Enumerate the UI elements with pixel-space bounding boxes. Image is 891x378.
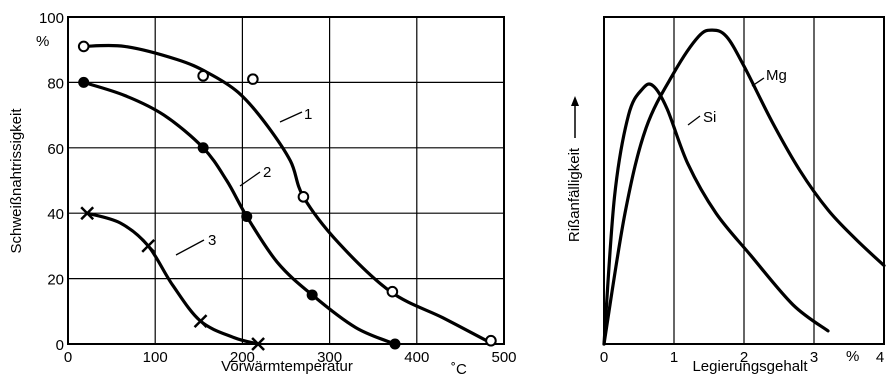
series-si-line (602, 82, 830, 346)
left-x-tick-label: 500 (491, 349, 516, 366)
left-y-tick-label: 40 (47, 206, 64, 223)
right-x-tick-label: 1 (670, 349, 678, 366)
left-x-tick-label: 100 (143, 349, 168, 366)
data-point-cross (193, 314, 208, 328)
curve-label-3: 3 (208, 232, 216, 249)
right-series-group (602, 28, 886, 346)
data-point-open-circle (77, 40, 90, 53)
left-curve-labels: 1 2 3 (175, 106, 312, 256)
curve-label-2: 2 (263, 164, 271, 181)
curve-label-1: 1 (304, 106, 312, 123)
data-point-cross (141, 239, 156, 253)
right-x-tick-label: 2 (740, 349, 748, 366)
right-curve-labels: Mg Si (687, 67, 787, 126)
series-mg-line (602, 28, 886, 346)
data-point-filled-circle (306, 289, 318, 301)
data-point-cross (80, 206, 95, 221)
left-y-tick-label: 80 (47, 75, 64, 92)
left-x-tick-label: 400 (404, 349, 429, 366)
right-x-tick-labels: 0 1 2 3 4 (600, 349, 884, 366)
right-y-axis-title-group: Rißanfälligkeit (566, 96, 583, 242)
right-y-axis-title: Rißanfälligkeit (566, 147, 583, 242)
left-x-tick-label: 0 (64, 349, 72, 366)
right-x-axis-title: Legierungsgehalt (692, 358, 808, 375)
right-y-axis-arrowhead (571, 96, 579, 106)
right-x-tick-label: 4 (876, 349, 884, 366)
series-2-line (82, 80, 397, 346)
data-point-filled-circle (241, 210, 253, 222)
left-x-tick-labels: 0 100 200 300 400 500 (64, 349, 517, 366)
left-y-tick-labels: 0 20 40 60 80 100 (39, 10, 64, 354)
data-point-open-circle (485, 334, 497, 347)
left-plot-frame (67, 16, 505, 345)
data-point-open-circle (297, 191, 310, 203)
right-plot-frame (603, 16, 885, 345)
data-point-filled-circle (197, 142, 209, 154)
data-point-open-circle (386, 285, 399, 298)
chart-left: 0 20 40 60 80 100 0 100 200 300 400 500 % ˚C Schwe… (8, 10, 517, 378)
chart-right: 0 1 2 3 4 % Legierungsgehalt Rißanfälligkeit… (566, 16, 886, 375)
left-grid (68, 17, 504, 344)
left-series-group (77, 40, 497, 351)
curve-label-mg: Mg (766, 67, 787, 84)
data-point-filled-circle (389, 338, 401, 350)
data-point-open-circle (197, 70, 209, 82)
right-x-tick-label: 0 (600, 349, 608, 366)
left-y-unit-label: % (36, 33, 49, 50)
curve-label-si: Si (703, 109, 716, 126)
left-y-tick-label: 100 (39, 10, 64, 27)
right-x-tick-label: 3 (810, 349, 818, 366)
left-x-tick-label: 200 (230, 349, 255, 366)
left-x-axis-title: Vorwärmtemperatur (221, 358, 353, 375)
series-3-line (85, 211, 260, 346)
left-x-tick-label: 300 (317, 349, 342, 366)
data-point-filled-circle (78, 76, 90, 88)
data-point-open-circle (247, 73, 259, 85)
data-point-cross (251, 337, 265, 351)
left-y-tick-label: 0 (56, 337, 64, 354)
right-x-unit-label: % (846, 348, 859, 365)
series-3 (80, 206, 265, 351)
left-y-tick-label: 60 (47, 141, 64, 158)
series-2 (78, 76, 401, 350)
left-y-axis-title: Schweißnahtrissigkeit (8, 108, 25, 254)
series-1 (77, 40, 497, 347)
left-x-unit-label: ˚C (451, 361, 467, 378)
left-y-tick-label: 20 (47, 272, 64, 289)
series-1-line (82, 43, 489, 343)
